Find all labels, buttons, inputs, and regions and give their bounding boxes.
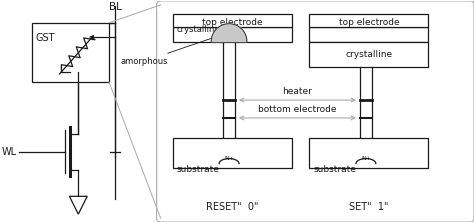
- Text: N+: N+: [224, 156, 234, 161]
- Text: top electrode: top electrode: [338, 18, 399, 27]
- Text: substrate: substrate: [176, 165, 219, 173]
- Bar: [310, 14, 428, 27]
- Text: amorphous: amorphous: [120, 34, 221, 66]
- Text: WL: WL: [2, 147, 17, 157]
- Text: bottom electrode: bottom electrode: [258, 105, 337, 114]
- Text: SET"  1": SET" 1": [349, 202, 389, 212]
- Text: substrate: substrate: [313, 165, 356, 173]
- Bar: [310, 27, 428, 41]
- Polygon shape: [211, 24, 247, 41]
- Bar: [173, 14, 292, 27]
- Bar: [173, 138, 292, 167]
- Text: N+: N+: [361, 156, 371, 161]
- Text: RESET"  0": RESET" 0": [206, 202, 258, 212]
- Text: crystalline: crystalline: [346, 50, 392, 59]
- Bar: [310, 41, 428, 67]
- Bar: [32, 23, 109, 82]
- Text: heater: heater: [283, 87, 312, 96]
- Text: crystalline: crystalline: [176, 25, 220, 34]
- FancyBboxPatch shape: [156, 1, 474, 222]
- Text: GST: GST: [36, 33, 55, 43]
- Bar: [173, 27, 292, 41]
- Text: BL: BL: [109, 2, 121, 12]
- Text: top electrode: top electrode: [202, 18, 262, 27]
- Bar: [310, 138, 428, 167]
